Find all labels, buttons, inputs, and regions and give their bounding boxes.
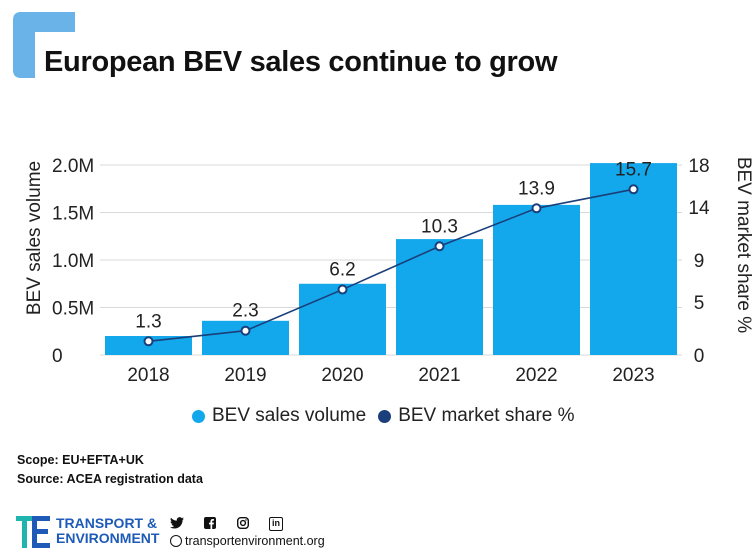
y2-tick-label: 14 <box>688 198 710 219</box>
website[interactable]: transportenvironment.org <box>170 534 325 548</box>
data-point <box>143 336 154 347</box>
bar <box>299 283 386 355</box>
x-tick-label: 2023 <box>612 365 654 386</box>
x-axis-ticks: 2018 2019 2020 2021 2022 2023 <box>127 365 654 386</box>
legend-dot-share <box>378 409 392 423</box>
legend: BEV sales volume BEV market share % <box>192 402 587 430</box>
data-point <box>628 184 639 195</box>
right-axis-ticks: 0 5 9 14 18 <box>688 156 710 367</box>
x-tick-label: 2022 <box>515 365 557 386</box>
x-tick-label: 2020 <box>321 365 363 386</box>
y2-tick-label: 9 <box>694 251 705 272</box>
scope-note: Scope: EU+EFTA+UK <box>17 453 144 467</box>
data-label: 10.3 <box>421 216 458 237</box>
y2-axis-label: BEV market share % <box>733 157 754 333</box>
y-tick-label: 2.0M <box>52 156 94 177</box>
market-share-line <box>148 188 634 343</box>
y-tick-label: 0 <box>52 346 63 367</box>
data-point <box>337 284 348 295</box>
data-labels: 1.3 2.3 6.2 10.3 13.9 15.7 <box>135 159 652 332</box>
y2-tick-label: 18 <box>688 156 709 177</box>
chart-title: European BEV sales continue to grow <box>44 46 558 78</box>
data-label: 15.7 <box>615 159 652 180</box>
social-links: in <box>170 516 302 531</box>
te-logo-icon <box>16 516 50 548</box>
bar <box>493 204 580 355</box>
notes: Scope: EU+EFTA+UK Source: ACEA registrat… <box>17 451 203 489</box>
data-label: 1.3 <box>135 311 161 332</box>
brand-name: TRANSPORT & ENVIRONMENT <box>56 516 159 546</box>
y2-tick-label: 0 <box>694 346 705 367</box>
data-point <box>240 325 251 336</box>
bars <box>105 163 677 355</box>
brand-line-2: ENVIRONMENT <box>56 530 160 546</box>
x-tick-label: 2021 <box>418 365 460 386</box>
legend-item-share: BEV market share % <box>378 405 575 427</box>
y-tick-label: 0.5M <box>52 299 94 320</box>
website-url: transportenvironment.org <box>185 534 325 548</box>
twitter-icon[interactable] <box>170 517 184 531</box>
y2-tick-label: 5 <box>694 293 705 314</box>
bar <box>396 239 483 355</box>
legend-item-sales: BEV sales volume <box>192 405 366 427</box>
linkedin-icon[interactable]: in <box>269 517 283 531</box>
y-axis-label: BEV sales volume <box>24 161 45 315</box>
y-tick-label: 1.0M <box>52 251 94 272</box>
data-point <box>434 241 445 252</box>
data-label: 6.2 <box>329 260 355 281</box>
left-axis-ticks: 0 0.5M 1.0M 1.5M 2.0M <box>52 156 94 367</box>
market-share-points <box>143 184 639 347</box>
data-point <box>531 203 542 214</box>
y-tick-label: 1.5M <box>52 204 94 225</box>
source-note: Source: ACEA registration data <box>17 472 203 486</box>
instagram-icon[interactable] <box>236 516 250 531</box>
gridlines <box>100 164 682 356</box>
data-label: 2.3 <box>232 301 258 322</box>
corner-accent <box>13 12 75 78</box>
x-tick-label: 2019 <box>224 365 266 386</box>
legend-label-sales: BEV sales volume <box>212 405 367 426</box>
globe-icon <box>170 535 182 547</box>
series-line <box>148 188 634 343</box>
x-tick-label: 2018 <box>127 365 169 386</box>
data-label: 13.9 <box>518 178 555 199</box>
facebook-icon[interactable] <box>203 517 217 531</box>
legend-dot-sales <box>192 409 205 423</box>
brand-line-1: TRANSPORT & <box>56 515 158 531</box>
legend-label-share: BEV market share % <box>398 405 575 426</box>
